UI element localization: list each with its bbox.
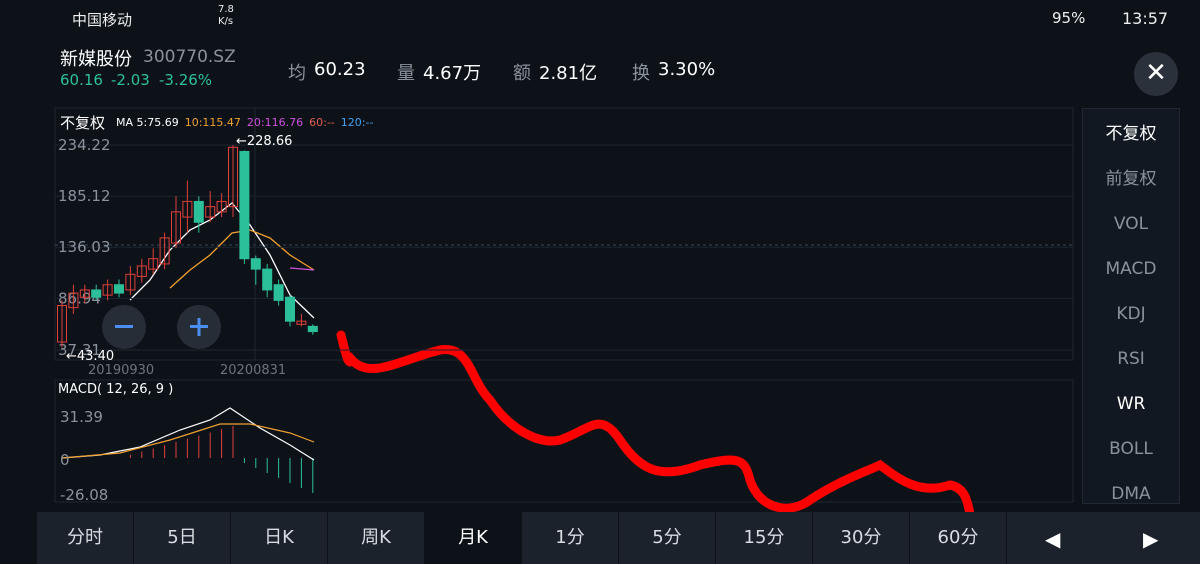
candle-body xyxy=(114,284,124,294)
stat-value: 60.23 xyxy=(314,59,366,80)
max-label: ←228.66 xyxy=(236,134,292,149)
stat-label: 均 xyxy=(288,63,306,84)
candle-body xyxy=(273,284,284,301)
change: -2.03 xyxy=(111,71,150,89)
candle-body xyxy=(307,325,318,333)
next-arrow[interactable]: ▶ xyxy=(1143,527,1159,551)
stat-value: 3.30% xyxy=(658,59,716,80)
candle-body xyxy=(102,284,113,296)
macd-histogram xyxy=(129,426,314,493)
macd-tick: -26.08 xyxy=(60,486,108,504)
macd-tick: 31.39 xyxy=(60,408,103,426)
tab[interactable]: 月K xyxy=(425,512,522,564)
candle-body xyxy=(171,211,181,244)
candle-body xyxy=(296,320,307,325)
candle-body xyxy=(262,268,273,291)
y-tick-label: 37.31 xyxy=(58,341,101,359)
candle-body xyxy=(228,146,238,208)
change-pct: -3.26% xyxy=(159,71,213,89)
battery: 95% xyxy=(1052,9,1086,27)
candle-body xyxy=(205,206,216,218)
candle-body xyxy=(91,289,102,298)
candle-body xyxy=(239,150,250,260)
tab[interactable]: 5分 xyxy=(619,512,716,564)
adjust-label: 不复权 xyxy=(60,114,105,132)
candle-body xyxy=(148,258,159,270)
zoom-out-icon xyxy=(115,325,133,328)
candle-body xyxy=(216,200,227,213)
menu-item[interactable]: 前复权 xyxy=(1105,169,1157,189)
candle-body xyxy=(57,305,67,343)
tab[interactable]: 5日 xyxy=(134,512,231,564)
menu-item[interactable]: WR xyxy=(1116,394,1146,414)
tab[interactable]: 15分 xyxy=(716,512,813,564)
stat-label: 量 xyxy=(397,63,415,84)
tab[interactable]: 60分 xyxy=(910,512,1007,564)
ma-label: 60:-- xyxy=(309,116,335,129)
menu-item[interactable]: DMA xyxy=(1111,484,1151,504)
stat-label: 换 xyxy=(632,63,650,84)
menu-item[interactable]: 不复权 xyxy=(1105,124,1157,144)
candle-body xyxy=(250,258,261,270)
net-speed: 7.8 K/s xyxy=(218,4,234,27)
menu-item[interactable]: MACD xyxy=(1105,259,1157,279)
date-label: 20200831 xyxy=(220,363,286,378)
stock-name: 新媒股份 xyxy=(60,49,132,70)
tab[interactable]: 周K xyxy=(328,512,425,564)
menu-item[interactable]: RSI xyxy=(1117,349,1145,369)
stat-value: 2.81亿 xyxy=(539,63,598,84)
candle-body xyxy=(136,265,147,277)
menu-item[interactable]: KDJ xyxy=(1116,304,1146,324)
candle-body xyxy=(193,200,204,223)
scribble xyxy=(336,330,975,512)
period-tabs: 分时 5日 日K 周K 月K 1分 5分 15分 30分 60分 xyxy=(37,512,1200,564)
macd-dea xyxy=(61,423,315,459)
candle-body xyxy=(159,237,170,265)
menu-item[interactable]: BOLL xyxy=(1109,439,1153,459)
stat-value: 4.67万 xyxy=(423,63,482,84)
candle-body xyxy=(125,273,136,291)
stat-label: 额 xyxy=(513,63,531,84)
macd-dif xyxy=(61,407,315,461)
candle-body xyxy=(285,296,295,322)
carrier: 中国移动 xyxy=(72,11,133,29)
close-button[interactable]: ✕ xyxy=(1134,52,1178,96)
candle-body xyxy=(79,289,90,298)
ma-label: 120:-- xyxy=(341,116,374,129)
tab[interactable]: 分时 xyxy=(37,512,134,564)
y-tick-label: 136.03 xyxy=(58,238,111,256)
prev-arrow[interactable]: ◀ xyxy=(1045,527,1061,551)
menu-item[interactable]: VOL xyxy=(1113,214,1149,234)
y-tick-label: 185.12 xyxy=(58,187,111,205)
ma-label: MA 5:75.69 xyxy=(116,116,179,129)
indicator-menu: 不复权前复权 VOL MACD KDJ RSI WR BOLL DMA xyxy=(1082,108,1180,504)
tab[interactable]: 30分 xyxy=(813,512,910,564)
macd-frame xyxy=(54,379,1074,503)
ma-label: 10:115.47 xyxy=(185,116,241,129)
min-label: ←43.40 xyxy=(66,349,114,364)
macd-title: MACD( 12, 26, 9 ) xyxy=(58,382,173,397)
chart: 不复权 MACD( 12, 26, 9 ) 31.39 0 -26.08 201… xyxy=(54,107,1074,512)
macd-tick: 0 xyxy=(60,451,70,469)
price: 60.16 xyxy=(60,71,103,89)
y-tick-label: 234.22 xyxy=(58,136,111,154)
tab[interactable]: 日K xyxy=(231,512,328,564)
kline-frame xyxy=(54,107,1074,361)
tab[interactable]: 1分 xyxy=(522,512,619,564)
stock-code: 300770.SZ xyxy=(143,47,236,67)
zoom-in-icon xyxy=(197,318,201,336)
date-label: 20190930 xyxy=(88,363,154,378)
ma-label: 20:116.76 xyxy=(247,116,303,129)
clock: 13:57 xyxy=(1122,9,1169,28)
candle-body xyxy=(68,292,79,309)
candle-body xyxy=(182,200,193,218)
ma20-line xyxy=(289,267,315,271)
